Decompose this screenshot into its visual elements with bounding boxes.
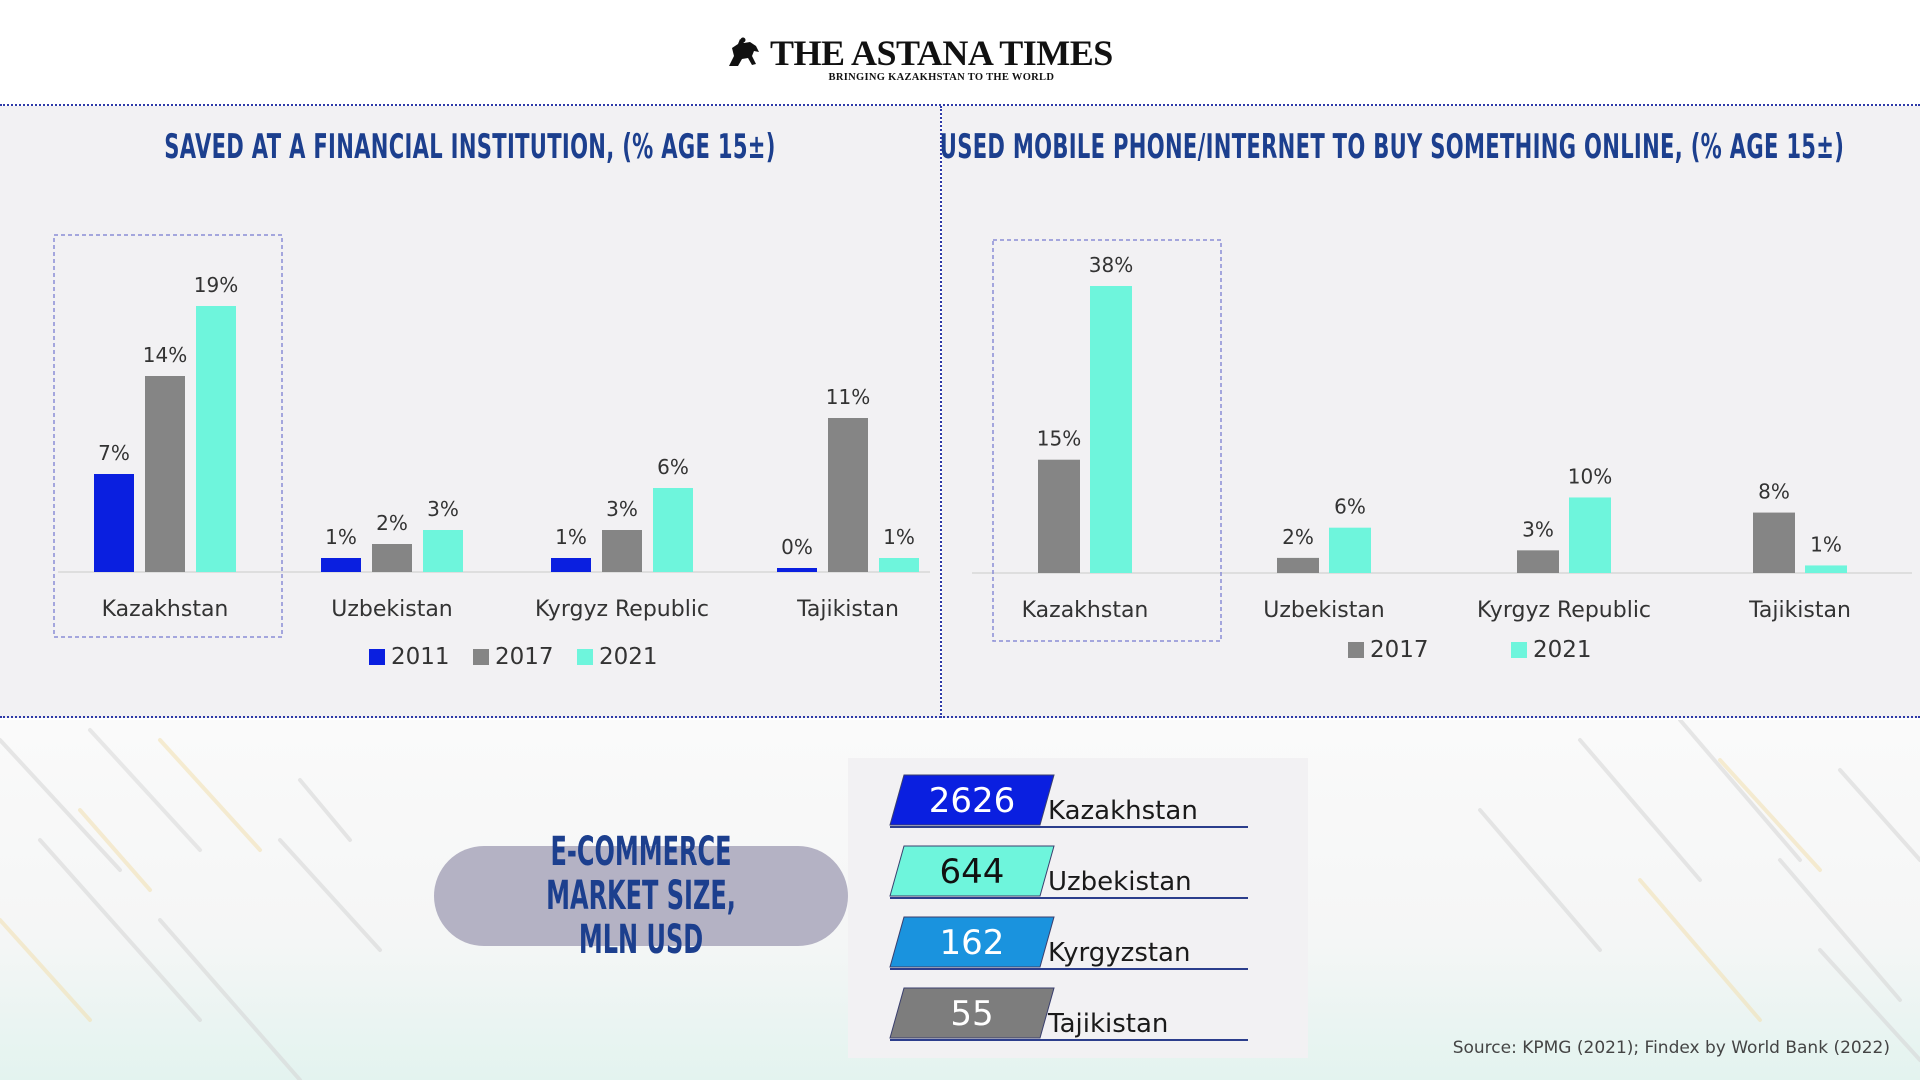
- bottom-divider: [0, 716, 1920, 718]
- data-label-kazakhstan-2011: 7%: [98, 441, 130, 465]
- horse-rider-icon: [729, 37, 759, 66]
- bar-kazakhstan-2021: [196, 306, 236, 572]
- data-label-uzbekistan-2017: 2%: [1282, 525, 1314, 549]
- tick-label-tajikistan: Tajikistan: [796, 597, 899, 622]
- tick-label-tajikistan: Tajikistan: [1748, 598, 1851, 623]
- tick-label-uzbekistan: Uzbekistan: [331, 597, 453, 622]
- legend-swatch-2021: [577, 649, 593, 665]
- online-chart-panel: USED MOBILE PHONE/INTERNET TO BUY SOMETH…: [940, 106, 1920, 718]
- chart-title-saved: SAVED AT A FINANCIAL INSTITUTION, (% AGE…: [164, 127, 776, 167]
- bar-uzbekistan-2017: [1277, 557, 1319, 573]
- data-label-kyrgyz-republic-2017: 3%: [606, 497, 638, 521]
- source-note: Source: KPMG (2021); Findex by World Ban…: [1452, 1038, 1890, 1058]
- legend-label-2011: 2011: [391, 644, 450, 670]
- bar-tajikistan-2021: [1805, 565, 1847, 573]
- bar-kazakhstan-2017: [145, 376, 185, 572]
- data-label-uzbekistan-2021: 3%: [427, 497, 459, 521]
- saved-chart-panel: SAVED AT A FINANCIAL INSTITUTION, (% AGE…: [0, 106, 940, 718]
- chart-title-online: USED MOBILE PHONE/INTERNET TO BUY SOMETH…: [927, 126, 1857, 169]
- data-label-kazakhstan-2021: 19%: [194, 273, 238, 297]
- data-label-tajikistan-2011: 0%: [781, 535, 813, 559]
- legend-label-2021: 2021: [599, 644, 658, 670]
- chart-title-online-text: USED MOBILE PHONE/INTERNET TO BUY SOMETH…: [939, 127, 1845, 167]
- tick-label-kazakhstan: Kazakhstan: [102, 597, 229, 622]
- bar-tajikistan-2021: [879, 558, 919, 572]
- online-bar-chart: 15% 38% Kazakhstan 2% 6% Uzbekistan 3% 10% Kyrgy…: [972, 239, 1912, 663]
- tick-label-kazakhstan: Kazakhstan: [1022, 598, 1149, 623]
- data-label-kyrgyz-republic-2021: 6%: [657, 455, 689, 479]
- bar-kyrgyz-republic-2021: [1569, 497, 1611, 573]
- saved-bar-chart: 7% 14% 19% Kazakhstan 1% 2% 3% Uzbekistan 1% 3% 6%…: [53, 234, 930, 670]
- bar-kazakhstan-2011: [94, 474, 134, 572]
- data-label-tajikistan-2021: 1%: [883, 525, 915, 549]
- legend-swatch-2017: [1348, 642, 1364, 658]
- bar-uzbekistan-2021: [423, 530, 463, 572]
- brand-title: THE ASTANA TIMES: [770, 33, 1113, 73]
- bar-kyrgyz-republic-2011: [551, 558, 591, 572]
- logo[interactable]: THE ASTANA TIMES BRINGING KAZAKHSTAN TO …: [726, 34, 1113, 83]
- data-label-kazakhstan-2017: 15%: [1037, 427, 1081, 451]
- tick-label-uzbekistan: Uzbekistan: [1263, 598, 1385, 623]
- market-size-title: E-COMMERCE MARKET SIZE, MLN USD: [546, 829, 736, 963]
- data-label-tajikistan-2017: 11%: [826, 385, 870, 409]
- legend-swatch-2011: [369, 649, 385, 665]
- data-label-kazakhstan-2021: 38%: [1089, 253, 1133, 277]
- bar-uzbekistan-2017: [372, 544, 412, 572]
- highlight-box-kazakhstan: [53, 234, 283, 638]
- legend-label-2017: 2017: [495, 644, 554, 670]
- bar-kyrgyz-republic-2017: [602, 530, 642, 572]
- bottom-section: [0, 720, 1920, 1080]
- legend-swatch-2021: [1511, 642, 1527, 658]
- bar-kazakhstan-2017: [1038, 459, 1080, 573]
- bar-tajikistan-2017: [828, 418, 868, 572]
- top-divider: [0, 104, 1920, 106]
- data-label-kazakhstan-2017: 14%: [143, 343, 187, 367]
- market-table-bg: [848, 758, 1308, 1058]
- data-label-tajikistan-2021: 1%: [1810, 532, 1842, 556]
- data-label-uzbekistan-2017: 2%: [376, 511, 408, 535]
- bar-uzbekistan-2021: [1329, 527, 1371, 573]
- bar-min-tajikistan-2011: [777, 568, 817, 572]
- data-label-kyrgyz-republic-2017: 3%: [1522, 517, 1554, 541]
- legend-swatch-2017: [473, 649, 489, 665]
- tick-label-kyrgyz-republic: Kyrgyz Republic: [535, 597, 709, 622]
- bar-kyrgyz-republic-2021: [653, 488, 693, 572]
- data-label-kyrgyz-republic-2021: 10%: [1568, 464, 1612, 488]
- brand-tagline: BRINGING KAZAKHSTAN TO THE WORLD: [828, 72, 1055, 83]
- legend-label-2017: 2017: [1370, 637, 1429, 663]
- header: THE ASTANA TIMES BRINGING KAZAKHSTAN TO …: [0, 0, 1920, 104]
- market-size-label: E-COMMERCE MARKET SIZE, MLN USD: [434, 830, 848, 962]
- bar-uzbekistan-2011: [321, 558, 361, 572]
- data-label-tajikistan-2017: 8%: [1758, 480, 1790, 504]
- data-label-kyrgyz-republic-2011: 1%: [555, 525, 587, 549]
- bar-kyrgyz-republic-2017: [1517, 550, 1559, 573]
- highlight-box-kazakhstan: [992, 239, 1222, 642]
- tick-label-kyrgyz-republic: Kyrgyz Republic: [1477, 598, 1651, 623]
- data-label-uzbekistan-2021: 6%: [1334, 495, 1366, 519]
- bar-kazakhstan-2021: [1090, 286, 1132, 573]
- decorative-stripes: [0, 720, 1920, 1080]
- panel-divider: [940, 106, 942, 718]
- data-label-uzbekistan-2011: 1%: [325, 525, 357, 549]
- bar-tajikistan-2017: [1753, 512, 1795, 573]
- legend-label-2021: 2021: [1533, 637, 1592, 663]
